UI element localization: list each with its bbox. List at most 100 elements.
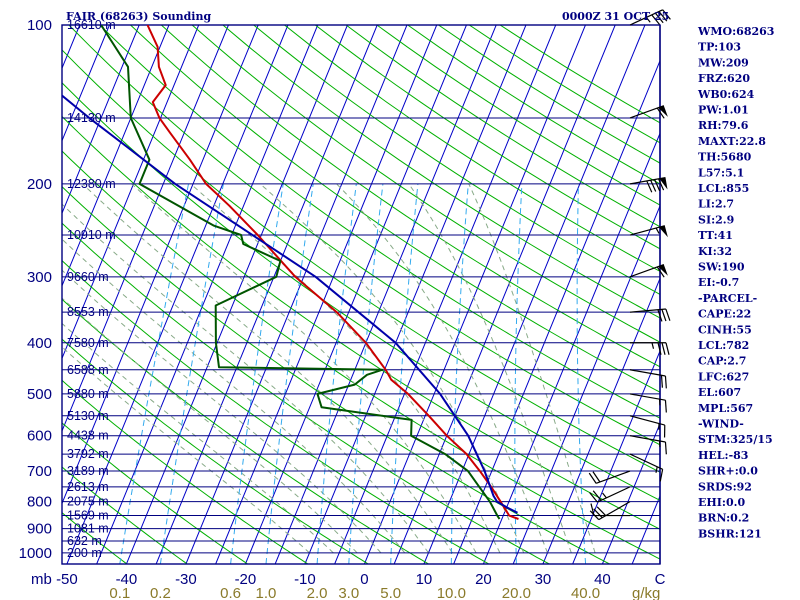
- wind-barb-flag: [664, 441, 667, 455]
- height-label: 2075 m: [67, 495, 109, 509]
- mixing-ratio-label: 0.1: [109, 585, 130, 600]
- dry-adiabat-line: [62, 298, 429, 564]
- mixing-ratio-label: 5.0: [380, 585, 401, 600]
- isotherm-line: [62, 25, 110, 143]
- moist-adiabat-line: [62, 297, 358, 554]
- height-label: 16610 m: [67, 18, 116, 32]
- wind-barb-flag: [664, 400, 667, 413]
- wind-barb: [588, 470, 631, 484]
- mixing-ratio-line: [119, 183, 189, 564]
- stability-index: L57:5.1: [698, 166, 744, 179]
- wind-barb-flag: [665, 342, 670, 355]
- wind-barb-flag: [592, 471, 601, 483]
- stability-index: -PARCEL-: [698, 292, 757, 305]
- isotherm-line: [62, 25, 170, 288]
- dry-adiabat-line: [191, 25, 660, 343]
- wind-barb-flag: [656, 266, 665, 278]
- dry-adiabat-line: [99, 25, 660, 419]
- mixing-ratio-line: [265, 183, 314, 564]
- isotherm-line: [215, 25, 438, 564]
- height-label: 8553 m: [67, 305, 109, 319]
- wind-barb-flag: [646, 180, 653, 193]
- isotherm-line: [0, 25, 50, 564]
- stability-index: BRN:0.2: [698, 512, 749, 525]
- dry-adiabat-line: [253, 25, 660, 295]
- dry-adiabat-line: [160, 25, 660, 368]
- wind-barb-flag: [661, 309, 667, 322]
- stability-index: EI:-0.7: [698, 276, 739, 289]
- dry-adiabat-line: [62, 185, 610, 564]
- wind-barb-flag: [593, 508, 603, 519]
- stability-index: LFC:627: [698, 370, 749, 383]
- moist-adiabat-line: [62, 269, 382, 554]
- mixing-ratio-label: 2.0: [307, 585, 328, 600]
- dry-adiabat-line: [62, 222, 550, 564]
- wind-barb: [589, 486, 631, 503]
- mixing-ratio-line: [514, 183, 523, 564]
- stability-index: SW:190: [698, 261, 745, 274]
- pressure-tick-label: 300: [27, 269, 52, 286]
- wind-barb-shaft: [629, 225, 665, 236]
- wind-barb-shaft: [629, 435, 666, 443]
- wind-barb-shaft: [629, 393, 666, 401]
- isotherm-line: [482, 132, 660, 564]
- wind-barb-pennant: [659, 225, 668, 238]
- mixing-ratio-line: [348, 183, 384, 564]
- wind-barb-shaft: [598, 501, 631, 521]
- mixing-ratio-label: 1.0: [256, 585, 277, 600]
- wind-barb: [630, 342, 670, 355]
- height-label: 2613 m: [67, 480, 109, 494]
- dewpoint-profile: [100, 25, 501, 520]
- wind-barb-flag: [590, 503, 595, 516]
- wind-barb-shaft: [629, 263, 665, 278]
- wind-barb-flag: [596, 506, 607, 517]
- stability-index: KI:32: [698, 245, 732, 258]
- dry-adiabat-line: [62, 115, 660, 530]
- isotherm-line: [66, 25, 289, 564]
- dry-adiabat-line: [62, 422, 248, 564]
- dry-adiabat-line: [284, 25, 660, 272]
- mixing-ratio-line: [316, 183, 357, 564]
- stability-index: TT:41: [698, 229, 733, 242]
- wind-barb-flag: [665, 308, 671, 321]
- temperature-tick-label: -10: [294, 571, 316, 588]
- wind-barb-half-flag: [645, 17, 651, 23]
- wind-barb: [629, 225, 668, 238]
- stability-index: CAP:2.7: [698, 355, 746, 368]
- temperature-tick-label: -20: [235, 571, 257, 588]
- stability-index: LCL:782: [698, 339, 749, 352]
- wind-barb: [629, 435, 667, 455]
- mixing-ratio-line: [390, 183, 419, 564]
- isotherm-line: [572, 349, 660, 564]
- temperature-unit-label: C: [655, 571, 666, 588]
- stability-index: MW:209: [698, 56, 749, 69]
- isotherm-line: [96, 25, 319, 564]
- wind-barb-shaft: [595, 470, 631, 484]
- wind-barb: [629, 308, 671, 322]
- wind-barb-flag: [662, 9, 671, 20]
- mixing-ratio-unit-label: g/kg: [632, 585, 660, 600]
- stability-index: -WIND-: [698, 418, 744, 431]
- wind-barb-shaft: [629, 177, 666, 185]
- wind-barb-flag: [592, 490, 602, 501]
- pressure-tick-label: 900: [27, 521, 52, 538]
- wind-barb-shaft: [629, 105, 665, 119]
- temperature-tick-label: 10: [416, 571, 433, 588]
- height-label: 14130 m: [67, 111, 116, 125]
- wind-barb-column: [588, 9, 671, 521]
- temperature-tick-label: 30: [535, 571, 552, 588]
- isotherm-line: [542, 277, 660, 564]
- stability-index: LCL:855: [698, 182, 749, 195]
- isotherm-line: [512, 204, 660, 564]
- mixing-ratio-label: 0.6: [220, 585, 241, 600]
- stability-index: SRDS:92: [698, 480, 752, 493]
- mixing-ratio-line: [450, 183, 469, 564]
- wind-barb: [629, 263, 668, 278]
- wind-barb-flag: [654, 12, 664, 24]
- isotherm-line: [393, 25, 616, 564]
- wind-barb-flag: [588, 472, 597, 484]
- height-label: 4438 m: [67, 429, 109, 443]
- wind-barb-shaft: [629, 369, 666, 377]
- stability-index: SI:2.9: [698, 213, 734, 226]
- stability-index: WB0:624: [697, 88, 755, 101]
